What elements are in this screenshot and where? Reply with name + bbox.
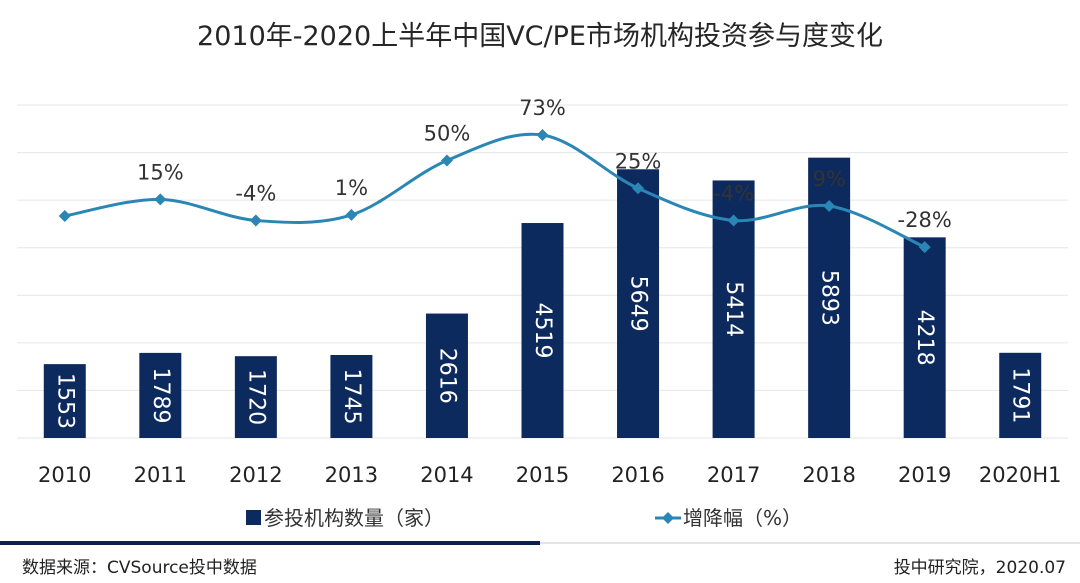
bar [617,169,660,439]
line-value-label: 25% [615,149,662,173]
bar-value-label: 4519 [530,303,555,359]
line-value-label: -4% [713,181,754,205]
bar [425,313,468,438]
legend-line-marker [662,512,674,524]
legend-bar-label: 参投机构数量（家） [264,506,444,530]
x-tick-label: 2020H1 [979,463,1062,487]
bar-value-label: 5649 [626,276,651,332]
bar [521,223,564,438]
x-tick-label: 2014 [420,463,473,487]
data-source: 数据来源：CVSource投中数据 [22,558,257,578]
line-value-label: 1% [335,176,368,200]
legend-line-label: 增降幅（%） [683,506,802,530]
publisher-date: 投中研究院，2020.07 [893,558,1066,578]
line-marker [727,214,740,227]
bar [903,237,946,438]
chart-title: 2010年-2020上半年中国VC/PE市场机构投资参与度变化 [197,21,883,52]
x-tick-label: 2013 [325,463,378,487]
bar-value-label: 5893 [817,270,842,326]
line-marker [249,214,262,227]
x-tick-label: 2017 [707,463,760,487]
bar-value-label: 4218 [912,310,937,366]
x-tick-label: 2018 [802,463,855,487]
x-tick-label: 2010 [38,463,91,487]
bar [139,352,182,438]
line-marker [58,210,71,222]
line-marker [632,182,645,195]
legend-bar-swatch [246,510,261,525]
line-marker [918,241,931,254]
bar-value-label: 5414 [721,281,746,337]
bar [234,356,277,438]
footer-rule-light [540,542,1080,544]
bar-value-label: 1553 [52,373,77,429]
line-value-label: -28% [898,208,952,232]
bar [330,354,373,438]
bar-value-label: 1745 [339,368,364,424]
x-tick-label: 2015 [516,463,569,487]
growth-line [64,132,926,249]
footer-rule-dark [0,541,540,545]
bar-value-label: 1720 [243,369,268,425]
bar-value-label: 1791 [1008,367,1033,423]
line-marker [536,128,549,141]
line-value-label: 9% [812,167,845,191]
x-tick-label: 2012 [229,463,282,487]
bar [999,352,1042,438]
line-value-label: 50% [424,122,471,146]
line-marker [823,200,836,213]
line-marker [345,208,358,221]
x-tick-label: 2011 [134,463,187,487]
line-value-label: 73% [519,96,566,120]
line-marker [154,193,167,206]
line-marker [440,154,453,167]
x-tick-label: 2019 [898,463,951,487]
line-value-label: -4% [235,181,276,205]
line-value-label: 15% [137,160,184,184]
bar-value-label: 1789 [148,367,173,423]
bar [43,364,86,438]
x-tick-label: 2016 [611,463,664,487]
bar-value-label: 2616 [434,348,459,404]
